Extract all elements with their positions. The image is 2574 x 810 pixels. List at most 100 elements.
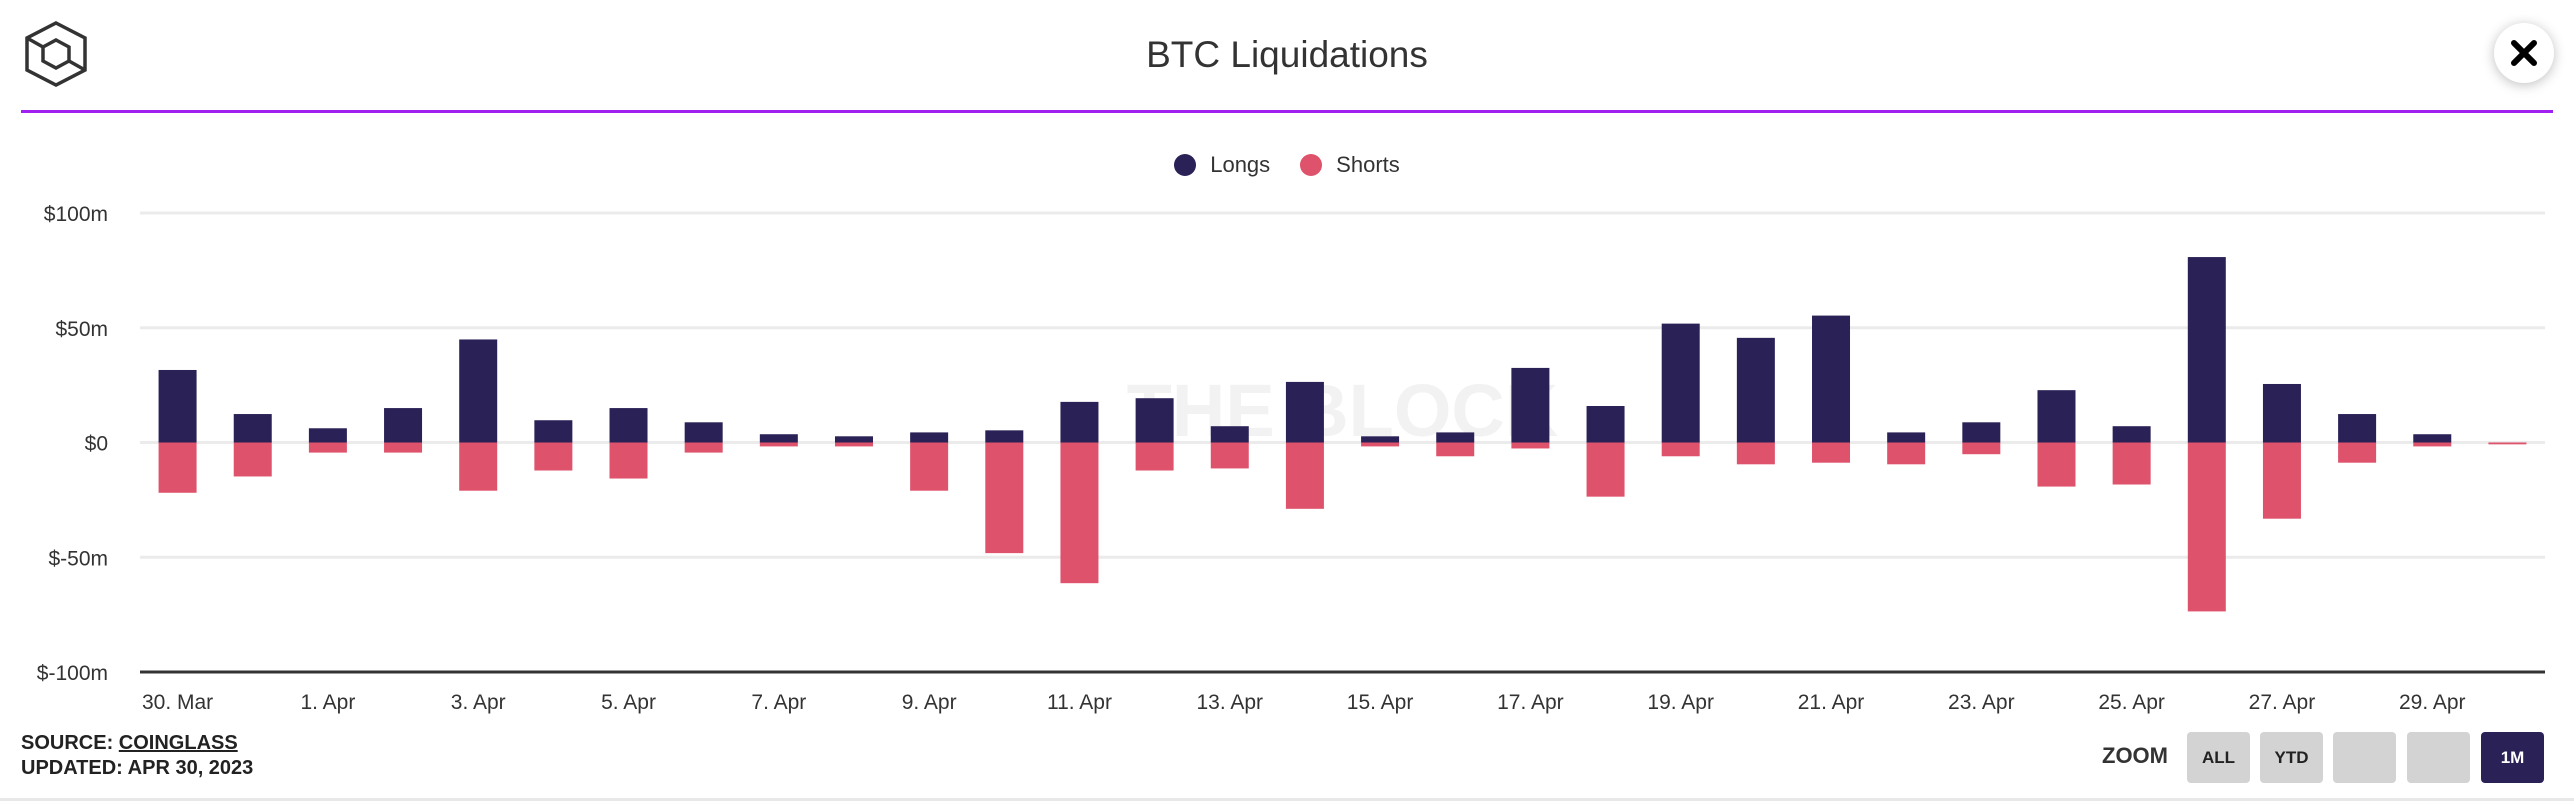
bar-longs (1060, 401, 1099, 443)
bar-longs (384, 408, 423, 443)
y-tick-label: $50m (55, 318, 108, 341)
bar-longs (1812, 315, 1851, 443)
x-tick-label: 13. Apr (1196, 691, 1263, 714)
bar-shorts (2037, 442, 2076, 487)
bar-shorts (1511, 442, 1550, 449)
bar-longs (2413, 434, 2452, 443)
legend: Longs Shorts (0, 152, 2574, 178)
bar-longs (2187, 257, 2226, 443)
x-tick-label: 17. Apr (1497, 691, 1564, 714)
bar-longs (2262, 383, 2301, 443)
y-tick-label: $-100m (37, 662, 108, 685)
bar-shorts (759, 442, 798, 447)
bar-longs (1285, 381, 1324, 443)
bar-shorts (2112, 442, 2151, 485)
x-tick-label: 1. Apr (300, 691, 355, 714)
bar-longs (1210, 426, 1249, 443)
y-tick-label: $0 (85, 433, 108, 456)
bar-longs (1736, 337, 1775, 443)
bar-shorts (985, 442, 1024, 554)
bar-longs (1887, 432, 1926, 443)
zoom-1m-button[interactable]: 1M (2481, 732, 2544, 783)
x-tick-label: 15. Apr (1347, 691, 1414, 714)
bar-longs (1586, 406, 1625, 443)
watermark: THE BLOCK (1127, 369, 1559, 452)
bar-longs (233, 414, 272, 443)
bar-shorts (1586, 442, 1625, 497)
x-tick-label: 30. Mar (142, 691, 213, 714)
legend-item-longs[interactable]: Longs (1174, 152, 1270, 178)
footer: SOURCE: COINGLASS UPDATED: APR 30, 2023 (21, 731, 253, 781)
the-block-logo (25, 21, 87, 87)
bar-shorts (2187, 442, 2226, 612)
bar-shorts (1962, 442, 2001, 455)
x-tick-label: 21. Apr (1798, 691, 1865, 714)
x-tick-label: 23. Apr (1948, 691, 2015, 714)
legend-marker-longs (1174, 154, 1197, 176)
page-title: BTC Liquidations (1146, 34, 1428, 75)
bar-shorts (1135, 442, 1174, 471)
zoom-all-button[interactable]: ALL (2187, 732, 2250, 783)
zoom-button-3[interactable] (2333, 732, 2396, 783)
bottom-divider (0, 798, 2574, 801)
legend-label-shorts: Shorts (1336, 152, 1400, 177)
bar-longs (1135, 398, 1174, 443)
bar-longs (2112, 426, 2151, 443)
legend-item-shorts[interactable]: Shorts (1300, 152, 1400, 178)
bar-longs (759, 434, 798, 443)
bar-shorts (2488, 442, 2527, 445)
bar-shorts (2413, 442, 2452, 447)
zoom-button-4[interactable] (2407, 732, 2470, 783)
x-tick-label: 7. Apr (751, 691, 806, 714)
bar-longs (1661, 323, 1700, 443)
bar-longs (2037, 390, 2076, 443)
x-tick-label: 11. Apr (1047, 691, 1112, 714)
bar-shorts (1060, 442, 1099, 584)
bar-longs (534, 420, 573, 443)
bar-shorts (1812, 442, 1851, 463)
x-tick-label: 5. Apr (601, 691, 656, 714)
bar-shorts (459, 442, 498, 491)
bar-shorts (308, 442, 347, 453)
bar-shorts (2262, 442, 2301, 519)
close-icon (2511, 40, 2537, 66)
x-tick-label: 27. Apr (2249, 691, 2316, 714)
bar-longs (834, 436, 873, 443)
bar-shorts (910, 442, 949, 491)
bar-shorts (609, 442, 648, 479)
x-tick-label: 9. Apr (902, 691, 957, 714)
zoom-ytd-button[interactable]: YTD (2260, 732, 2323, 783)
bar-longs (684, 422, 723, 443)
header-divider (21, 110, 2553, 113)
updated-text: UPDATED: APR 30, 2023 (21, 757, 254, 779)
x-tick-label: 19. Apr (1647, 691, 1714, 714)
bar-longs (1962, 422, 2001, 443)
legend-marker-shorts (1300, 154, 1323, 176)
x-tick-label: 3. Apr (451, 691, 506, 714)
bar-shorts (1436, 442, 1475, 457)
y-tick-label: $100m (44, 203, 108, 226)
bar-shorts (1210, 442, 1249, 469)
bar-shorts (384, 442, 423, 453)
bar-longs (2338, 414, 2377, 443)
bar-longs (1361, 436, 1400, 443)
bar-shorts (834, 442, 873, 447)
legend-label-longs: Longs (1210, 152, 1271, 177)
bar-shorts (534, 442, 573, 471)
close-button[interactable] (2494, 23, 2554, 83)
bar-shorts (1887, 442, 1926, 465)
y-tick-label: $-50m (48, 547, 108, 570)
bar-shorts (2338, 442, 2377, 463)
source-label: SOURCE: (21, 732, 114, 754)
bar-shorts (1361, 442, 1400, 447)
bar-longs (308, 428, 347, 443)
bar-shorts (233, 442, 272, 477)
bar-longs (985, 430, 1024, 443)
bar-longs (910, 432, 949, 443)
bar-longs (1511, 367, 1550, 443)
bar-longs (459, 339, 498, 443)
x-tick-label: 29. Apr (2399, 691, 2466, 714)
bar-longs (1436, 432, 1475, 443)
bar-shorts (1661, 442, 1700, 457)
source-link[interactable]: COINGLASS (118, 732, 238, 754)
